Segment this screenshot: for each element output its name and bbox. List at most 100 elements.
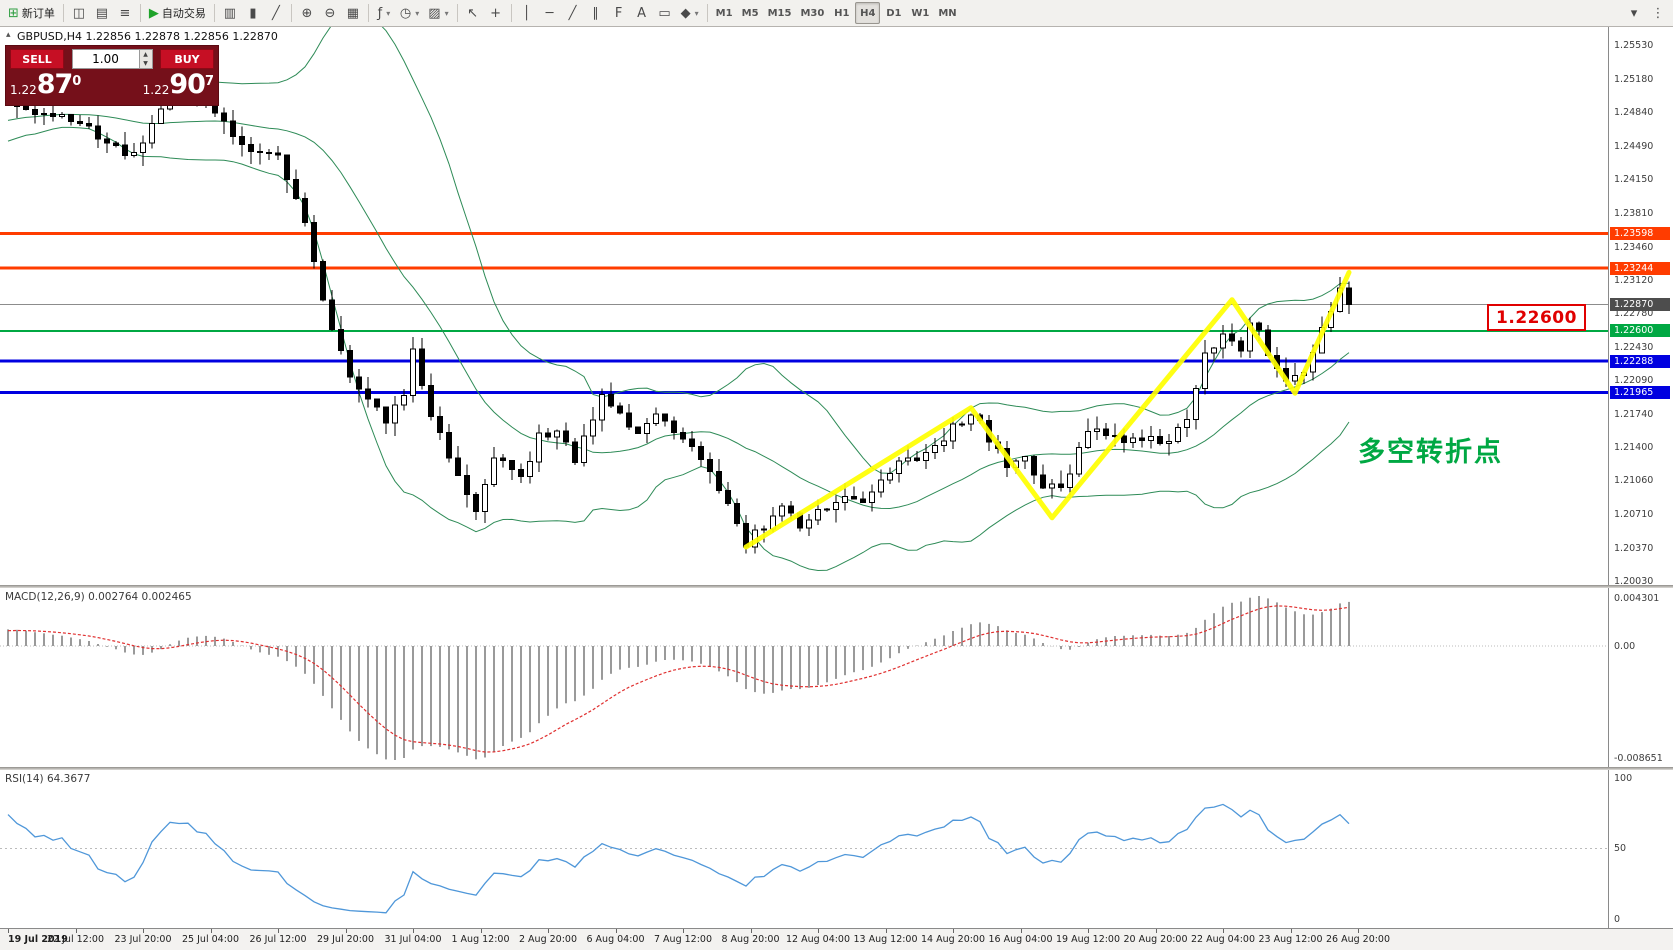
charts-button[interactable]: ◫ bbox=[68, 2, 90, 24]
rsi-scale-50: 50 bbox=[1614, 843, 1627, 854]
buy-button[interactable]: BUY bbox=[160, 49, 214, 69]
time-axis-tick bbox=[480, 929, 482, 933]
time-axis[interactable]: 19 Jul 2019 22 Jul 12:00 23 Jul 20:00 25 Ju… bbox=[0, 928, 1673, 950]
candlestick-chart-button[interactable]: ▮ bbox=[242, 2, 264, 24]
text-button[interactable]: A bbox=[631, 2, 653, 24]
templates-button[interactable]: ▨ ▾ bbox=[424, 2, 452, 24]
channel-button[interactable]: ∥ bbox=[585, 2, 607, 24]
text-icon: A bbox=[637, 5, 647, 21]
crosshair-icon: + bbox=[490, 5, 502, 21]
price-scale-tick: 1.20370 bbox=[1614, 542, 1654, 554]
one-click-collapse-icon[interactable]: ▴ bbox=[6, 30, 11, 40]
grid-button[interactable]: ▦ bbox=[342, 2, 364, 24]
new-order-icon: ⊞ bbox=[8, 5, 19, 21]
price-scale-tick: 1.22430 bbox=[1614, 341, 1654, 353]
autotrading-button[interactable]: ▶ 自动交易 bbox=[145, 2, 210, 24]
ask-price-small: 1.22 bbox=[142, 83, 170, 97]
zoom-out-button[interactable]: ⊖ bbox=[319, 2, 341, 24]
time-axis-tick bbox=[345, 929, 347, 933]
timeframe-button-m1[interactable]: M1 bbox=[715, 7, 733, 19]
time-axis-label: 22 Jul 12:00 bbox=[47, 934, 104, 945]
time-axis-label: 6 Aug 04:00 bbox=[586, 934, 645, 945]
price-callout-label[interactable]: 1.22600 bbox=[1487, 304, 1586, 331]
time-axis-label: 20 Aug 20:00 bbox=[1123, 934, 1188, 945]
fibonacci-button[interactable]: F bbox=[608, 2, 630, 24]
chevron-down-icon: ▾ bbox=[694, 8, 699, 18]
horizontal-line-button[interactable]: ─ bbox=[539, 2, 561, 24]
time-axis-label: 16 Aug 04:00 bbox=[988, 934, 1053, 945]
toolbar-separator bbox=[139, 4, 141, 22]
toolbar: ⊞ 新订单 ◫ ▤ ≡ ▶ 自动交易 ▥ ▮ ╱ ⊕ ⊖ ▦ ƒ ▾ ◷ ▾ ▨ ▾ ↖ + │ ─ ╱ ∥ F A ▭ ◆ ▾ M1 M5 M… bbox=[0, 0, 1673, 27]
market-watch-button[interactable]: ≡ bbox=[114, 2, 136, 24]
arrow-label-icon: ▭ bbox=[658, 5, 671, 21]
annotation-text[interactable]: 多空转折点 bbox=[1358, 437, 1503, 468]
time-axis-label: 13 Aug 12:00 bbox=[853, 934, 918, 945]
time-axis-tick bbox=[278, 929, 279, 933]
candlestick-chart-icon: ▮ bbox=[249, 5, 257, 21]
horizontal-line-objects[interactable] bbox=[0, 232, 1608, 395]
arrow-label-button[interactable]: ▭ bbox=[654, 2, 676, 24]
zigzag-trendline[interactable] bbox=[743, 269, 1352, 550]
time-axis-label: 7 Aug 12:00 bbox=[653, 934, 713, 945]
volume-up-icon[interactable]: ▲ bbox=[143, 51, 148, 58]
price-scale[interactable]: 1.25530 1.25180 1.24840 1.24490 1.24150 1.238… bbox=[1608, 27, 1673, 950]
toolbar-separator bbox=[456, 4, 458, 22]
timeframe-button-m30[interactable]: M30 bbox=[800, 7, 825, 19]
timeframe-button-h4[interactable]: H4 bbox=[855, 2, 881, 24]
timeframe-button-d1[interactable]: D1 bbox=[886, 7, 902, 19]
timeframe-button-mn[interactable]: MN bbox=[938, 7, 957, 19]
shapes-button[interactable]: ◆ ▾ bbox=[677, 2, 703, 24]
volume-input[interactable] bbox=[71, 49, 140, 69]
timeframe-button-h1[interactable]: H1 bbox=[834, 7, 850, 19]
bar-chart-button[interactable]: ▥ bbox=[219, 2, 241, 24]
cursor-button[interactable]: ↖ bbox=[462, 2, 484, 24]
profiles-icon: ▤ bbox=[95, 5, 109, 21]
price-scale-mark: 1.23244 bbox=[1610, 261, 1670, 275]
time-axis-label: 26 Aug 20:00 bbox=[1325, 934, 1391, 945]
line-chart-button[interactable]: ╱ bbox=[265, 2, 287, 24]
time-axis-tick bbox=[1290, 929, 1292, 933]
time-axis-tick bbox=[75, 929, 77, 933]
timeframe-button-m5[interactable]: M5 bbox=[741, 7, 759, 19]
rsi-scale-0: 0 bbox=[1614, 913, 1621, 925]
toolbar-overflow-handle[interactable]: ⋮ bbox=[1651, 5, 1665, 21]
new-order-button[interactable]: ⊞ 新订单 bbox=[4, 2, 59, 24]
autotrading-icon: ▶ bbox=[148, 5, 159, 21]
indicators-button[interactable]: ƒ ▾ bbox=[373, 2, 395, 24]
profiles-button[interactable]: ▤ bbox=[91, 2, 113, 24]
price-scale-mark: 1.22870 bbox=[1610, 298, 1670, 312]
bid-price-big: 87 bbox=[36, 69, 74, 100]
candlesticks bbox=[5, 79, 1352, 554]
time-axis-label: 12 Aug 04:00 bbox=[785, 934, 851, 945]
trendline-button[interactable]: ╱ bbox=[562, 2, 584, 24]
volume-down-icon[interactable]: ▼ bbox=[143, 60, 148, 67]
charts-icon: ◫ bbox=[72, 5, 86, 21]
time-axis-tick bbox=[1223, 929, 1224, 933]
time-axis-tick bbox=[953, 929, 954, 933]
periods-button[interactable]: ◷ ▾ bbox=[396, 2, 423, 24]
price-scale-tick: 1.25530 bbox=[1614, 40, 1654, 51]
time-axis-label: 22 Aug 04:00 bbox=[1190, 934, 1256, 945]
rsi-indicator bbox=[0, 803, 1608, 914]
ask-price: 1.22 90 7 bbox=[143, 70, 214, 100]
vertical-line-button[interactable]: │ bbox=[516, 2, 538, 24]
time-axis-label: 8 Aug 20:00 bbox=[721, 934, 780, 945]
panel-divider[interactable] bbox=[0, 585, 1673, 588]
sell-button[interactable]: SELL bbox=[10, 49, 64, 69]
crosshair-button[interactable]: + bbox=[485, 2, 507, 24]
timeframe-button-m15[interactable]: M15 bbox=[767, 7, 792, 19]
price-scale-tick: 1.23120 bbox=[1614, 274, 1654, 286]
panel-divider[interactable] bbox=[0, 767, 1673, 770]
price-scale-tick: 1.24150 bbox=[1614, 174, 1654, 186]
time-axis-label: 19 Jul 2019 bbox=[8, 934, 68, 945]
zoom-in-button[interactable]: ⊕ bbox=[296, 2, 318, 24]
time-axis-tick bbox=[143, 929, 144, 933]
toolbar-separator bbox=[367, 4, 369, 22]
time-axis-tick bbox=[818, 929, 819, 933]
price-scale-mark: 1.23598 bbox=[1610, 227, 1670, 241]
chart-list-button[interactable]: ▾ bbox=[1630, 5, 1638, 21]
time-axis-tick bbox=[1155, 929, 1157, 933]
timeframe-button-w1[interactable]: W1 bbox=[911, 7, 930, 19]
price-scale-tick: 1.21740 bbox=[1614, 409, 1654, 421]
